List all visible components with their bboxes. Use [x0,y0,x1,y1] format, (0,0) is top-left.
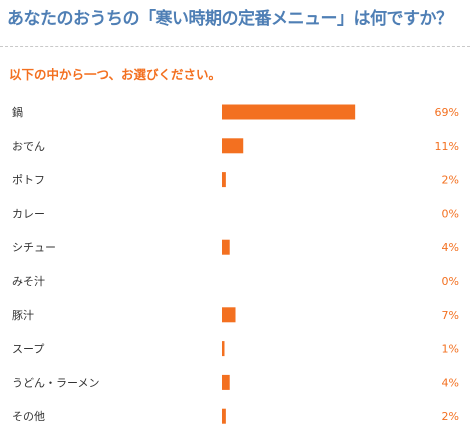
value-label: 2% [442,174,459,187]
bar [222,341,225,357]
value-label: 0% [442,275,459,288]
category-label: シチュー [12,241,56,254]
category-label: うどん・ラーメン [12,376,100,389]
value-label: 11% [435,140,459,153]
bar [222,307,236,323]
category-label: みそ汁 [12,275,45,288]
value-label: 69% [435,106,459,119]
instruction-text: 以下の中から一つ、お選びください。 [9,67,222,82]
bar [222,104,356,120]
bar [222,408,226,424]
page-title: あなたのおうちの「寒い時期の定番メニュー」は何ですか？ [7,9,453,29]
category-label: ポトフ [12,174,45,187]
bar [222,239,230,255]
value-label: 7% [442,309,459,322]
bar [222,138,244,154]
category-label: おでん [12,140,45,153]
value-label: 0% [442,207,459,220]
value-label: 2% [442,410,459,423]
divider [0,46,470,47]
category-label: 鍋 [12,105,23,119]
category-label: その他 [12,410,45,423]
bar [222,374,230,390]
value-label: 4% [442,376,459,389]
bar [222,172,226,188]
value-label: 1% [442,343,459,356]
category-label: 豚汁 [12,309,34,322]
category-label: カレー [12,207,45,220]
category-label: スープ [12,343,44,356]
value-label: 4% [442,241,459,254]
